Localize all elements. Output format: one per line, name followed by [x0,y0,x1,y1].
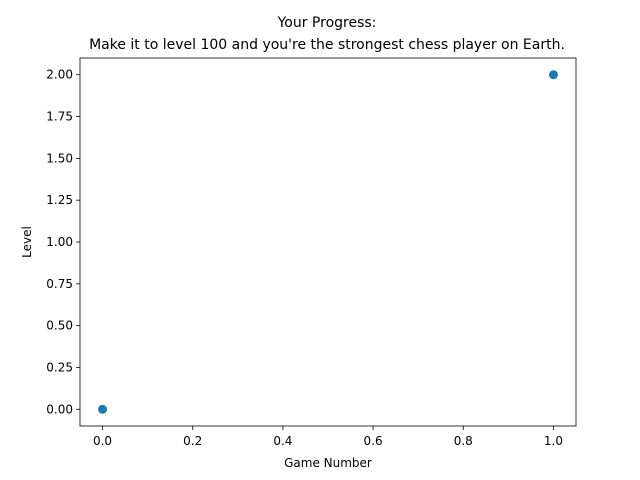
y-tick-label: 0.00 [46,402,73,416]
x-tick-label: 0.4 [273,434,292,448]
x-axis-ticks: 0.0 0.2 0.4 0.6 0.8 1.0 [93,426,563,448]
y-tick-label: 0.75 [46,277,73,291]
scatter-point [98,404,108,414]
scatter-points [98,70,558,414]
y-axis-label: Level [20,226,34,258]
y-tick-label: 1.25 [46,193,73,207]
y-tick-label: 1.50 [46,151,73,165]
x-axis-label: Game Number [284,456,372,470]
x-tick-label: 0.0 [93,434,112,448]
scatter-point [548,70,558,80]
y-tick-label: 2.00 [46,68,73,82]
y-tick-label: 0.50 [46,319,73,333]
y-tick-label: 1.00 [46,235,73,249]
x-tick-label: 0.2 [183,434,202,448]
y-tick-label: 0.25 [46,360,73,374]
chart-title-line-2: Make it to level 100 and you're the stro… [89,37,565,53]
y-axis-ticks: 0.00 0.25 0.50 0.75 1.00 1.25 1.50 1.75 2.00 [46,68,80,416]
y-tick-label: 1.75 [46,110,73,124]
x-tick-label: 1.0 [544,434,563,448]
plot-area-frame [79,57,577,427]
x-tick-label: 0.6 [364,434,383,448]
chart-title-line-1: Your Progress: [277,15,377,31]
x-tick-label: 0.8 [454,434,473,448]
